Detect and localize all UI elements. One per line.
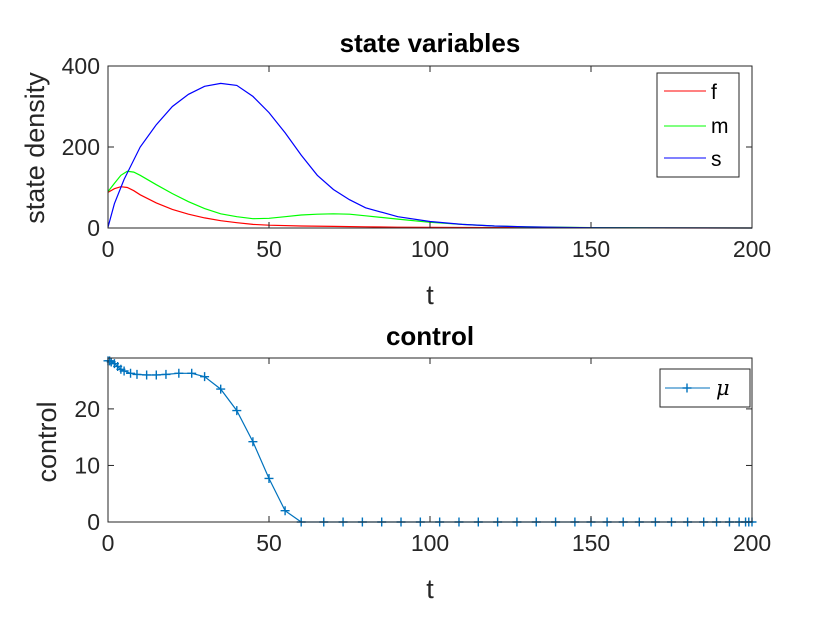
x-tick-label: 50	[256, 530, 282, 556]
legend-label-mu: μ	[716, 376, 730, 400]
plot-frame	[107, 357, 753, 523]
legend-label-f: f	[711, 81, 717, 104]
data-point	[264, 473, 274, 483]
data-point	[216, 384, 226, 394]
x-tick-label: 200	[733, 236, 771, 262]
data-point	[161, 369, 171, 379]
axis-ticks: 0 50 100 150 200 0 200 400	[62, 53, 772, 262]
data-point	[280, 506, 290, 516]
y-tick-label: 10	[74, 452, 100, 478]
data-point	[142, 370, 152, 380]
x-tick-label: 150	[572, 236, 610, 262]
axis-ticks: 0 50 100 150 200 0 10 20	[74, 358, 771, 556]
series-line-2	[107, 82, 753, 229]
x-tick-label: 0	[102, 530, 115, 556]
data-point	[248, 437, 258, 447]
y-tick-label: 400	[62, 53, 100, 79]
plot-marks	[107, 82, 753, 229]
y-tick-label: 0	[87, 509, 100, 535]
legend-box	[656, 72, 740, 178]
y-axis-label: control	[32, 401, 62, 482]
plot-frame	[107, 65, 753, 229]
x-axis-label: t	[426, 280, 434, 310]
data-point	[200, 372, 210, 382]
data-point	[232, 406, 242, 416]
chart-title: control	[386, 321, 474, 351]
series-line-1	[107, 170, 753, 229]
legend: f m s	[656, 72, 740, 178]
y-tick-label: 200	[62, 134, 100, 160]
legend: μ	[659, 368, 751, 408]
data-point	[187, 368, 197, 378]
legend-marker-mu	[682, 383, 692, 393]
data-point	[119, 366, 129, 376]
series-line-0	[107, 186, 753, 229]
chart-title: state variables	[340, 28, 521, 58]
data-point	[174, 368, 184, 378]
x-tick-label: 200	[733, 530, 771, 556]
data-point	[132, 369, 142, 379]
x-tick-label: 0	[102, 236, 115, 262]
x-tick-label: 50	[256, 236, 282, 262]
control-chart: control control t 0 50 100 150 200 0 10 20 μ	[32, 321, 771, 604]
y-tick-label: 0	[87, 215, 100, 241]
data-point	[126, 368, 136, 378]
y-axis-label: state density	[20, 72, 50, 224]
legend-label-s: s	[711, 148, 722, 171]
x-tick-label: 100	[411, 530, 449, 556]
y-tick-label: 20	[74, 396, 100, 422]
x-tick-label: 150	[572, 530, 610, 556]
x-axis-label: t	[426, 574, 434, 604]
series-line-0	[108, 360, 752, 523]
x-tick-label: 100	[411, 236, 449, 262]
legend-label-m: m	[711, 115, 729, 138]
state-variables-chart: state variables state density t 0 50 100 15…	[20, 28, 771, 310]
data-point	[151, 370, 161, 380]
plot-marks	[103, 356, 757, 527]
